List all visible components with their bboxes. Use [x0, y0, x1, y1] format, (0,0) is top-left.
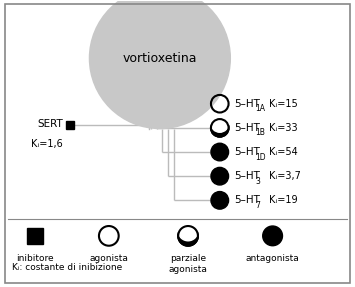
- Text: Kᵢ=54: Kᵢ=54: [269, 147, 298, 157]
- Bar: [66, 121, 74, 129]
- Text: 5–HT: 5–HT: [234, 99, 260, 109]
- Text: 5–HT: 5–HT: [234, 123, 260, 133]
- Text: inibitore: inibitore: [16, 254, 54, 263]
- Text: 5–HT: 5–HT: [234, 171, 260, 181]
- Ellipse shape: [263, 226, 283, 246]
- Text: Kᵢ=19: Kᵢ=19: [269, 195, 298, 205]
- Text: Kᵢ=15: Kᵢ=15: [269, 99, 298, 109]
- Ellipse shape: [211, 119, 229, 137]
- Text: Kᵢ=1,6: Kᵢ=1,6: [31, 139, 63, 148]
- Ellipse shape: [211, 191, 229, 209]
- Text: Kᵢ=3,7: Kᵢ=3,7: [269, 171, 301, 181]
- Text: 7: 7: [256, 201, 261, 210]
- Ellipse shape: [211, 115, 229, 132]
- Text: 5–HT: 5–HT: [234, 147, 260, 157]
- Ellipse shape: [178, 226, 198, 246]
- Text: vortioxetina: vortioxetina: [122, 52, 197, 65]
- Ellipse shape: [178, 221, 198, 241]
- Text: 3: 3: [256, 177, 261, 186]
- Text: 1A: 1A: [256, 104, 266, 113]
- Ellipse shape: [211, 167, 229, 185]
- Text: SERT: SERT: [37, 119, 63, 129]
- Text: agonista: agonista: [89, 254, 128, 263]
- Text: 1D: 1D: [256, 153, 266, 162]
- Text: Kᵢ: costante di inibizione: Kᵢ: costante di inibizione: [12, 263, 122, 272]
- Text: parziale
agonista: parziale agonista: [169, 254, 208, 274]
- Ellipse shape: [89, 0, 230, 129]
- Ellipse shape: [211, 143, 229, 161]
- Bar: [27, 228, 43, 244]
- Text: 5–HT: 5–HT: [234, 195, 260, 205]
- Text: Kᵢ=33: Kᵢ=33: [269, 123, 298, 133]
- Text: 1B: 1B: [256, 129, 266, 137]
- Text: antagonista: antagonista: [246, 254, 300, 263]
